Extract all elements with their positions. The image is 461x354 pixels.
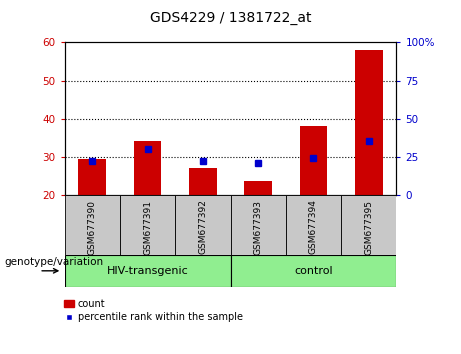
Bar: [230, 255, 396, 287]
Bar: [120, 195, 175, 255]
Bar: [341, 195, 396, 255]
Text: GSM677391: GSM677391: [143, 200, 152, 255]
Bar: [230, 195, 286, 255]
Bar: [300, 126, 327, 195]
Text: GSM677394: GSM677394: [309, 200, 318, 255]
Text: GSM677393: GSM677393: [254, 200, 263, 255]
Text: genotype/variation: genotype/variation: [5, 257, 104, 267]
Bar: [355, 50, 383, 195]
Bar: [286, 195, 341, 255]
Text: GSM677395: GSM677395: [364, 200, 373, 255]
Text: control: control: [294, 266, 333, 276]
Bar: [78, 159, 106, 195]
Bar: [244, 181, 272, 195]
Bar: [175, 195, 230, 255]
Text: HIV-transgenic: HIV-transgenic: [106, 266, 189, 276]
Text: GSM677392: GSM677392: [198, 200, 207, 255]
Text: GDS4229 / 1381722_at: GDS4229 / 1381722_at: [150, 11, 311, 25]
Bar: [134, 141, 161, 195]
Bar: [65, 195, 120, 255]
Text: GSM677390: GSM677390: [88, 200, 97, 255]
Bar: [189, 168, 217, 195]
Legend: count, percentile rank within the sample: count, percentile rank within the sample: [60, 295, 247, 326]
Bar: [65, 255, 230, 287]
